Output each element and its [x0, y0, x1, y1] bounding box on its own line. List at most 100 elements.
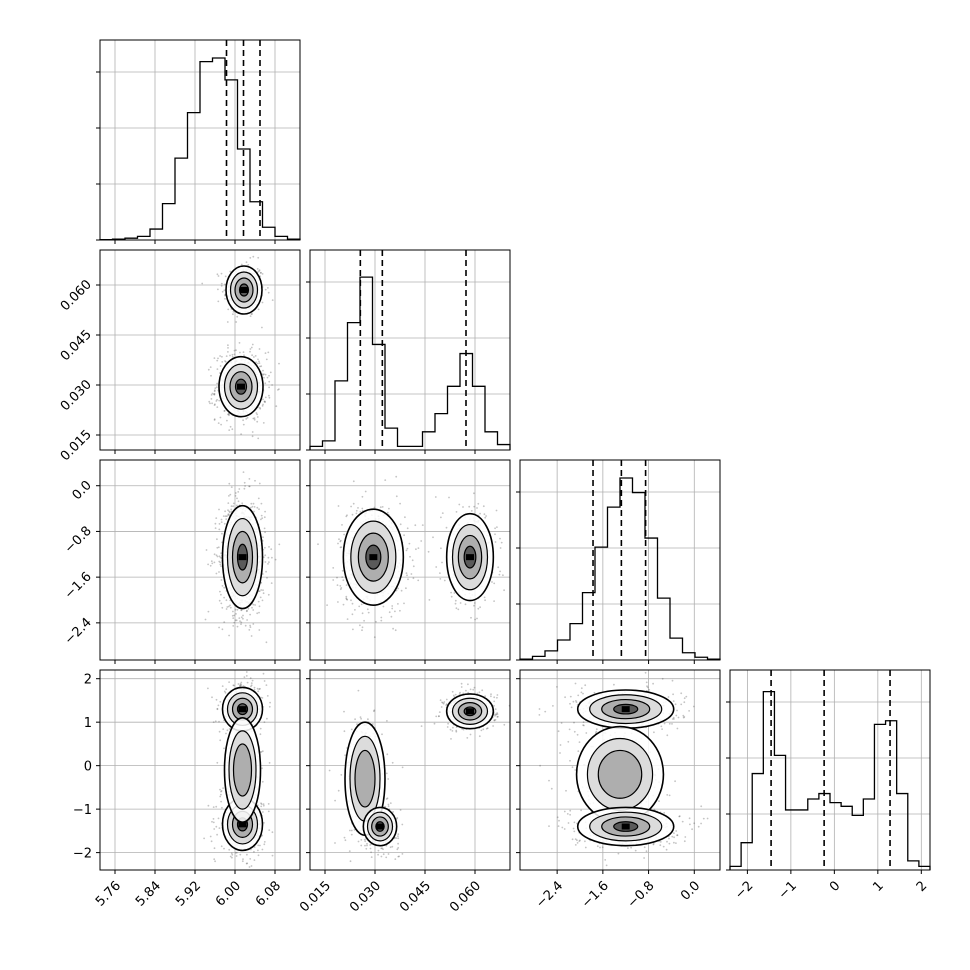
scatter-point — [240, 609, 243, 612]
scatter-point — [377, 853, 379, 856]
scatter-point — [384, 479, 387, 481]
scatter-point — [261, 767, 263, 770]
scatter-point — [338, 538, 340, 541]
scatter-point — [245, 675, 248, 677]
scatter-point — [334, 842, 336, 844]
scatter-point — [216, 833, 219, 836]
scatter-point — [278, 543, 281, 546]
scatter-point — [496, 526, 498, 528]
scatter-point — [258, 688, 261, 691]
scatter-point — [343, 836, 346, 839]
scatter-point — [448, 496, 450, 499]
scatter-point — [240, 621, 243, 624]
scatter-point — [260, 365, 263, 368]
scatter-point — [345, 597, 348, 600]
scatter-point — [220, 552, 223, 555]
scatter-point — [234, 492, 237, 494]
scatter-point — [262, 672, 265, 675]
scatter-point — [240, 681, 243, 684]
scatter-point — [494, 708, 497, 710]
scatter-point — [205, 549, 208, 551]
scatter-point — [219, 788, 221, 791]
scatter-point — [382, 848, 384, 851]
scatter-point — [403, 602, 405, 605]
scatter-point — [261, 517, 264, 520]
scatter-point — [497, 715, 499, 718]
scatter-point — [498, 573, 501, 576]
scatter-point — [473, 604, 475, 607]
scatter-panel-1-0 — [96, 249, 301, 454]
scatter-point — [476, 507, 478, 509]
scatter-point — [229, 425, 232, 428]
scatter-point — [668, 722, 671, 725]
scatter-point — [258, 605, 261, 608]
scatter-point — [459, 691, 461, 694]
histogram-step-1 — [309, 276, 511, 450]
scatter-point — [221, 290, 224, 293]
scatter-point — [223, 847, 225, 850]
scatter-point — [262, 422, 265, 424]
scatter-point — [345, 584, 348, 586]
scatter-point — [216, 382, 219, 385]
scatter-point — [233, 684, 236, 687]
scatter-point — [344, 839, 347, 842]
scatter-point — [216, 406, 219, 408]
scatter-point — [260, 514, 263, 517]
scatter-point — [263, 843, 266, 846]
scatter-point — [264, 554, 267, 557]
scatter-point — [491, 581, 493, 583]
scatter-point — [212, 821, 215, 824]
scatter-point — [232, 313, 234, 316]
scatter-point — [496, 696, 498, 699]
scatter-point — [215, 572, 218, 575]
panel-frame — [309, 669, 511, 871]
scatter-point — [248, 866, 251, 868]
scatter-point — [230, 510, 233, 513]
scatter-point — [219, 556, 222, 559]
scatter-point — [421, 524, 424, 526]
scatter-point — [688, 710, 690, 712]
scatter-point — [243, 354, 245, 357]
scatter-point — [646, 686, 649, 689]
scatter-point — [437, 715, 440, 718]
scatter-point — [274, 558, 277, 561]
scatter-point — [385, 798, 388, 800]
scatter-point — [210, 840, 213, 843]
scatter-point — [216, 368, 219, 370]
scatter-point — [256, 268, 259, 270]
scatter-point — [263, 400, 266, 403]
scatter-point — [251, 431, 254, 433]
scatter-point — [682, 716, 685, 719]
scatter-point — [445, 703, 448, 706]
scatter-point — [278, 362, 280, 365]
scatter-point — [259, 733, 262, 736]
scatter-point — [271, 831, 274, 834]
scatter-point — [219, 561, 222, 564]
scatter-point — [223, 289, 226, 292]
scatter-point — [494, 541, 497, 543]
scatter-point — [348, 850, 351, 852]
scatter-point — [392, 627, 394, 630]
scatter-point — [244, 485, 247, 487]
scatter-point — [260, 271, 262, 274]
scatter-point — [264, 288, 267, 291]
scatter-point — [401, 766, 404, 769]
scatter-point — [394, 837, 397, 839]
scatter-point — [263, 516, 266, 519]
scatter-point — [218, 555, 221, 558]
scatter-point — [360, 603, 363, 606]
scatter-point — [395, 495, 398, 498]
scatter-point — [252, 502, 255, 505]
scatter-point — [455, 511, 458, 513]
scatter-point — [346, 514, 348, 517]
scatter-point — [438, 715, 440, 717]
scatter-point — [249, 506, 252, 509]
scatter-point — [386, 511, 389, 514]
scatter-point — [247, 264, 250, 266]
scatter-point — [360, 844, 363, 847]
scatter-point — [339, 546, 342, 549]
scatter-point — [235, 349, 237, 352]
scatter-point — [220, 565, 223, 568]
scatter-point — [345, 515, 348, 518]
histogram-step-0 — [99, 57, 301, 241]
